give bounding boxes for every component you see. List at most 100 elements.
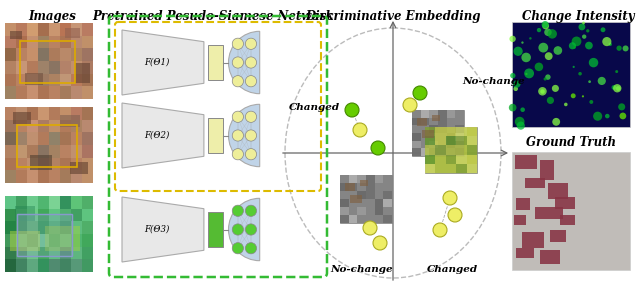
- Bar: [516, 198, 530, 210]
- Bar: [60, 115, 80, 127]
- Circle shape: [232, 224, 243, 235]
- Bar: [349, 199, 357, 207]
- Bar: [340, 175, 349, 183]
- Bar: [45, 226, 80, 251]
- Bar: [60, 36, 71, 48]
- Circle shape: [582, 95, 584, 97]
- Circle shape: [521, 41, 524, 44]
- Text: Changed: Changed: [426, 265, 477, 274]
- Bar: [71, 145, 82, 158]
- Bar: [5, 170, 16, 183]
- Bar: [49, 86, 60, 99]
- Circle shape: [579, 72, 582, 75]
- Bar: [349, 215, 357, 223]
- Bar: [16, 259, 27, 272]
- Bar: [16, 221, 27, 234]
- Bar: [429, 133, 438, 141]
- Circle shape: [525, 73, 527, 75]
- Bar: [38, 48, 49, 61]
- Bar: [82, 158, 93, 170]
- Wedge shape: [228, 198, 260, 261]
- Circle shape: [245, 57, 257, 68]
- Circle shape: [620, 113, 627, 119]
- Circle shape: [613, 84, 621, 92]
- Bar: [357, 191, 366, 199]
- Bar: [446, 155, 456, 164]
- Bar: [71, 158, 82, 170]
- Bar: [38, 107, 49, 120]
- Circle shape: [612, 85, 616, 90]
- Circle shape: [552, 118, 560, 126]
- Bar: [455, 118, 464, 125]
- Bar: [208, 118, 223, 153]
- Bar: [38, 120, 49, 132]
- Bar: [417, 118, 427, 126]
- Bar: [412, 118, 420, 125]
- Bar: [16, 132, 27, 145]
- Bar: [550, 230, 566, 242]
- Bar: [366, 215, 374, 223]
- Bar: [412, 110, 420, 118]
- Bar: [467, 155, 477, 164]
- Bar: [5, 48, 16, 61]
- Bar: [27, 259, 38, 272]
- Circle shape: [615, 70, 618, 73]
- Bar: [49, 234, 60, 247]
- Bar: [38, 234, 49, 247]
- Bar: [71, 247, 82, 259]
- Bar: [516, 248, 534, 258]
- Circle shape: [345, 103, 359, 117]
- Bar: [27, 120, 38, 132]
- Bar: [374, 191, 383, 199]
- Bar: [49, 170, 60, 183]
- Bar: [446, 136, 456, 146]
- Bar: [435, 136, 446, 146]
- Bar: [38, 74, 49, 86]
- Bar: [38, 86, 49, 99]
- Bar: [38, 158, 49, 170]
- Bar: [27, 74, 38, 86]
- Bar: [435, 127, 446, 136]
- Bar: [425, 127, 477, 173]
- Circle shape: [245, 243, 257, 254]
- Bar: [16, 196, 27, 209]
- Circle shape: [538, 87, 547, 96]
- Bar: [60, 247, 71, 259]
- Bar: [60, 132, 71, 145]
- Bar: [38, 247, 49, 259]
- Bar: [349, 207, 357, 215]
- Text: F(Θ2): F(Θ2): [144, 131, 169, 140]
- Bar: [5, 196, 16, 209]
- Bar: [38, 209, 49, 221]
- Bar: [435, 155, 446, 164]
- Bar: [27, 170, 38, 183]
- Bar: [49, 120, 60, 132]
- Circle shape: [544, 28, 552, 36]
- Bar: [38, 132, 49, 145]
- Bar: [446, 164, 456, 173]
- Bar: [425, 127, 435, 136]
- Bar: [429, 125, 438, 133]
- Circle shape: [579, 24, 586, 30]
- Bar: [71, 36, 82, 48]
- Bar: [350, 195, 362, 203]
- Bar: [5, 23, 93, 99]
- Bar: [374, 215, 383, 223]
- Bar: [5, 234, 16, 247]
- Bar: [349, 183, 357, 191]
- Bar: [435, 164, 446, 173]
- Circle shape: [245, 75, 257, 87]
- Bar: [366, 199, 374, 207]
- Bar: [456, 136, 467, 146]
- Bar: [38, 145, 49, 158]
- Bar: [525, 178, 545, 188]
- Bar: [425, 146, 435, 155]
- Bar: [60, 196, 71, 209]
- Circle shape: [373, 236, 387, 250]
- Bar: [82, 196, 93, 209]
- Bar: [49, 132, 60, 145]
- Circle shape: [540, 89, 545, 94]
- Circle shape: [552, 85, 559, 92]
- Bar: [49, 23, 60, 36]
- Bar: [20, 41, 75, 83]
